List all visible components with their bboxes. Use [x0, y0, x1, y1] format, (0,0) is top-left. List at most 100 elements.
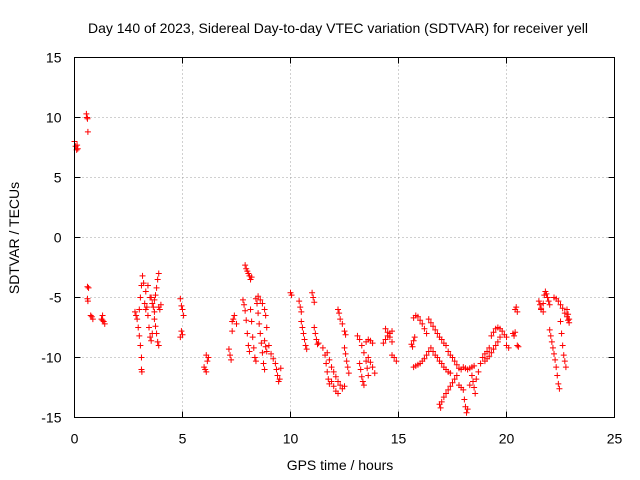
data-point	[342, 331, 349, 338]
data-point	[559, 305, 566, 312]
data-point	[511, 332, 518, 339]
data-point	[255, 310, 262, 317]
data-point	[558, 330, 565, 337]
data-point	[505, 344, 512, 351]
data-point	[245, 342, 252, 349]
data-point	[438, 398, 445, 405]
data-point	[155, 304, 162, 311]
data-point	[423, 330, 430, 337]
data-point	[342, 350, 349, 357]
data-point	[557, 301, 564, 308]
data-point	[177, 334, 184, 341]
data-point	[566, 316, 573, 323]
data-point	[147, 334, 154, 341]
data-point	[445, 348, 452, 355]
data-point	[256, 320, 263, 327]
data-point	[84, 298, 91, 305]
data-point	[230, 316, 237, 323]
data-point	[258, 340, 265, 347]
data-point	[549, 344, 556, 351]
data-point	[254, 300, 261, 307]
data-point	[423, 352, 430, 359]
data-point	[451, 358, 458, 365]
data-point	[146, 324, 153, 331]
data-point	[341, 344, 348, 351]
data-point	[204, 358, 211, 365]
data-point	[153, 330, 160, 337]
data-point	[488, 332, 495, 339]
data-point	[260, 360, 267, 367]
data-point	[137, 342, 144, 349]
x-tick-label: 15	[391, 431, 407, 447]
data-point	[324, 368, 331, 375]
data-point	[274, 372, 281, 379]
data-point	[460, 386, 467, 393]
data-point	[134, 316, 141, 323]
data-point	[417, 317, 424, 324]
data-point	[411, 334, 418, 341]
data-point	[149, 300, 156, 307]
x-tick-label: 25	[607, 431, 623, 447]
data-point	[554, 372, 561, 379]
data-point	[257, 330, 264, 337]
data-point	[248, 274, 255, 281]
data-point	[263, 348, 270, 355]
data-point	[430, 348, 437, 355]
data-point	[74, 145, 81, 152]
data-point	[84, 115, 91, 122]
data-point	[463, 409, 470, 416]
data-point	[87, 312, 94, 319]
data-point	[137, 294, 144, 301]
data-point	[345, 370, 352, 377]
data-point	[540, 300, 547, 307]
data-point	[144, 282, 151, 289]
x-tick-label: 5	[179, 431, 187, 447]
data-point	[328, 378, 335, 385]
y-tick-label: 10	[46, 110, 62, 126]
data-point	[419, 320, 426, 327]
data-point	[434, 330, 441, 337]
data-point	[559, 342, 566, 349]
data-point	[138, 368, 145, 375]
data-point	[494, 338, 501, 345]
x-axis-label: GPS time / hours	[287, 457, 394, 473]
data-point	[563, 306, 570, 313]
data-marks	[71, 110, 573, 416]
y-axis-label: SDTVAR / TECUs	[6, 182, 22, 294]
data-point	[319, 344, 326, 351]
data-point	[242, 262, 249, 269]
data-point	[449, 379, 456, 386]
data-point	[369, 340, 376, 347]
data-point	[365, 372, 372, 379]
data-point	[148, 294, 155, 301]
chart-title: Day 140 of 2023, Sidereal Day-to-day VTE…	[88, 20, 588, 36]
data-point	[488, 349, 495, 356]
data-point	[473, 376, 480, 383]
data-point	[153, 284, 160, 291]
data-point	[203, 368, 210, 375]
data-point	[561, 358, 568, 365]
data-point	[513, 304, 520, 311]
data-point	[133, 312, 140, 319]
grid-lines	[74, 57, 615, 418]
data-point	[313, 336, 320, 343]
data-point	[151, 308, 158, 315]
data-point	[101, 320, 108, 327]
data-point	[434, 354, 441, 361]
data-point	[535, 298, 542, 305]
axis-ticks: 0 5 10 15 20 25 -15 -10 -5 0 5 10 15	[41, 50, 622, 447]
data-point	[445, 386, 452, 393]
data-point	[298, 318, 305, 325]
data-point	[309, 289, 316, 296]
data-point	[548, 338, 555, 345]
data-point	[335, 378, 342, 385]
data-point	[262, 343, 269, 350]
data-point	[325, 376, 332, 383]
data-point	[358, 342, 365, 349]
data-point	[512, 329, 519, 336]
data-point	[225, 346, 232, 353]
data-point	[154, 276, 161, 283]
data-point	[356, 336, 363, 343]
data-point	[470, 378, 477, 385]
data-point	[272, 360, 279, 367]
